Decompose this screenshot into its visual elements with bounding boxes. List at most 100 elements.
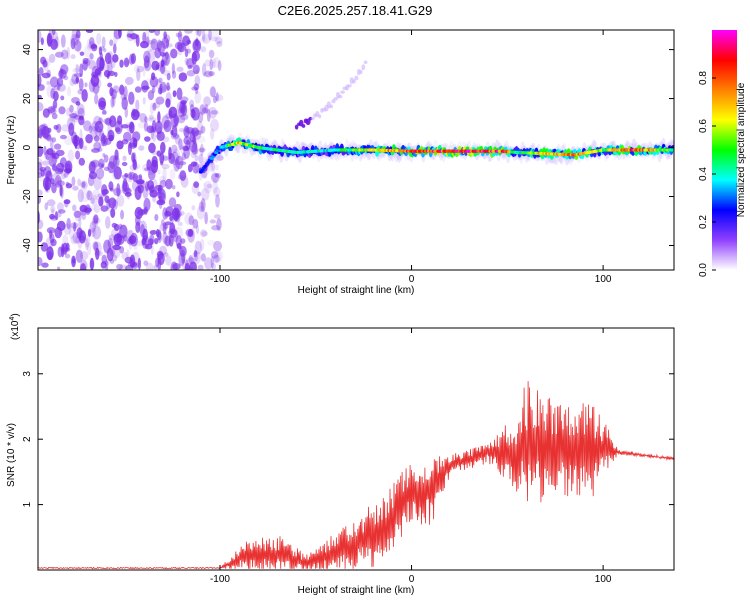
noise-cell xyxy=(51,137,57,143)
snr-x-ticks: -100 0 100 xyxy=(210,328,612,585)
noise-cell xyxy=(101,163,105,168)
noise-cell xyxy=(131,261,139,269)
noise-cell xyxy=(114,71,118,77)
noise-cell xyxy=(83,234,91,248)
noise-cell xyxy=(198,154,204,164)
noise-cell xyxy=(119,224,128,239)
noise-cell xyxy=(136,178,145,185)
noise-cell xyxy=(51,165,58,172)
noise-cell xyxy=(41,262,49,268)
noise-cell xyxy=(161,59,167,71)
noise-cell xyxy=(90,159,100,168)
noise-cell xyxy=(148,142,156,154)
noise-cell xyxy=(207,239,216,246)
noise-cell xyxy=(93,135,100,142)
colorbar-tick-label: 0.0 xyxy=(698,263,709,277)
noise-cell xyxy=(50,238,57,247)
noise-cell xyxy=(110,96,115,108)
noise-cell xyxy=(146,125,154,134)
snr-panel: -100 0 100 1 2 3 Height of straight line (km… xyxy=(6,313,675,596)
noise-cell xyxy=(38,219,44,230)
noise-cell xyxy=(58,106,66,115)
noise-cell xyxy=(208,49,215,59)
noise-cell xyxy=(182,41,190,51)
noise-cell xyxy=(161,163,170,170)
noise-cell xyxy=(107,82,113,88)
noise-cell xyxy=(66,217,71,230)
noise-cell xyxy=(51,152,60,160)
noise-cell xyxy=(104,117,112,126)
noise-cell xyxy=(215,194,220,208)
noise-cell xyxy=(63,199,71,205)
noise-cell xyxy=(184,48,189,58)
noise-cell xyxy=(98,196,104,207)
noise-cell xyxy=(105,216,111,229)
noise-cell xyxy=(128,53,134,65)
noise-cell xyxy=(97,147,103,152)
noise-cell xyxy=(203,96,211,107)
noise-cell xyxy=(109,185,117,193)
noise-cell xyxy=(195,148,199,155)
noise-cell xyxy=(92,82,100,95)
noise-cell xyxy=(49,76,59,88)
noise-cell xyxy=(99,52,103,62)
noise-cell xyxy=(53,90,59,102)
noise-cell xyxy=(203,180,212,194)
noise-cell xyxy=(58,69,67,79)
noise-cell xyxy=(162,59,168,65)
noise-cell xyxy=(69,104,74,114)
branch-cell xyxy=(333,97,339,101)
noise-cell xyxy=(211,250,219,259)
noise-cell xyxy=(143,50,151,64)
noise-cell xyxy=(109,87,114,97)
noise-cell xyxy=(165,178,173,190)
noise-cell xyxy=(177,161,187,166)
noise-cell xyxy=(185,229,193,237)
noise-cell xyxy=(73,80,77,86)
noise-cell xyxy=(113,43,117,54)
noise-cell xyxy=(150,125,154,140)
noise-cell xyxy=(77,178,82,187)
noise-cell xyxy=(165,255,172,266)
noise-cell xyxy=(126,173,134,183)
noise-cell xyxy=(155,64,160,70)
noise-cell xyxy=(198,201,204,212)
noise-cell xyxy=(204,103,209,115)
noise-cell xyxy=(152,129,157,143)
colorbar-tick-label: 0.8 xyxy=(698,71,709,85)
noise-cell xyxy=(165,39,169,49)
noise-cell xyxy=(91,148,101,153)
noise-cell xyxy=(119,86,125,96)
noise-cell xyxy=(215,173,222,179)
noise-cell xyxy=(59,184,63,197)
noise-cell xyxy=(176,66,184,72)
noise-cell xyxy=(151,150,159,156)
noise-cell xyxy=(64,253,71,259)
noise-cell xyxy=(59,134,67,140)
noise-cell xyxy=(67,86,71,97)
noise-cell xyxy=(137,186,143,193)
noise-cell xyxy=(216,253,222,267)
noise-cell xyxy=(116,140,124,150)
noise-cell xyxy=(204,59,212,67)
noise-cell xyxy=(93,115,102,126)
noise-cell xyxy=(178,72,188,82)
noise-cell xyxy=(187,228,195,243)
noise-cell xyxy=(52,163,58,171)
noise-cell xyxy=(194,130,204,135)
noise-cell xyxy=(142,96,146,105)
noise-cell xyxy=(79,251,89,261)
noise-cell xyxy=(168,234,174,247)
noise-cell xyxy=(102,153,106,158)
noise-cell xyxy=(188,254,193,264)
spectrogram-x-tick-label: -100 xyxy=(210,274,230,285)
noise-cell xyxy=(148,30,155,34)
noise-cell xyxy=(46,84,55,98)
noise-cell xyxy=(80,180,88,190)
noise-cell xyxy=(57,83,66,92)
noise-cell xyxy=(67,116,74,130)
noise-cell xyxy=(41,160,50,166)
noise-cell xyxy=(144,78,151,86)
noise-cell xyxy=(214,36,223,45)
noise-cell xyxy=(175,235,182,248)
